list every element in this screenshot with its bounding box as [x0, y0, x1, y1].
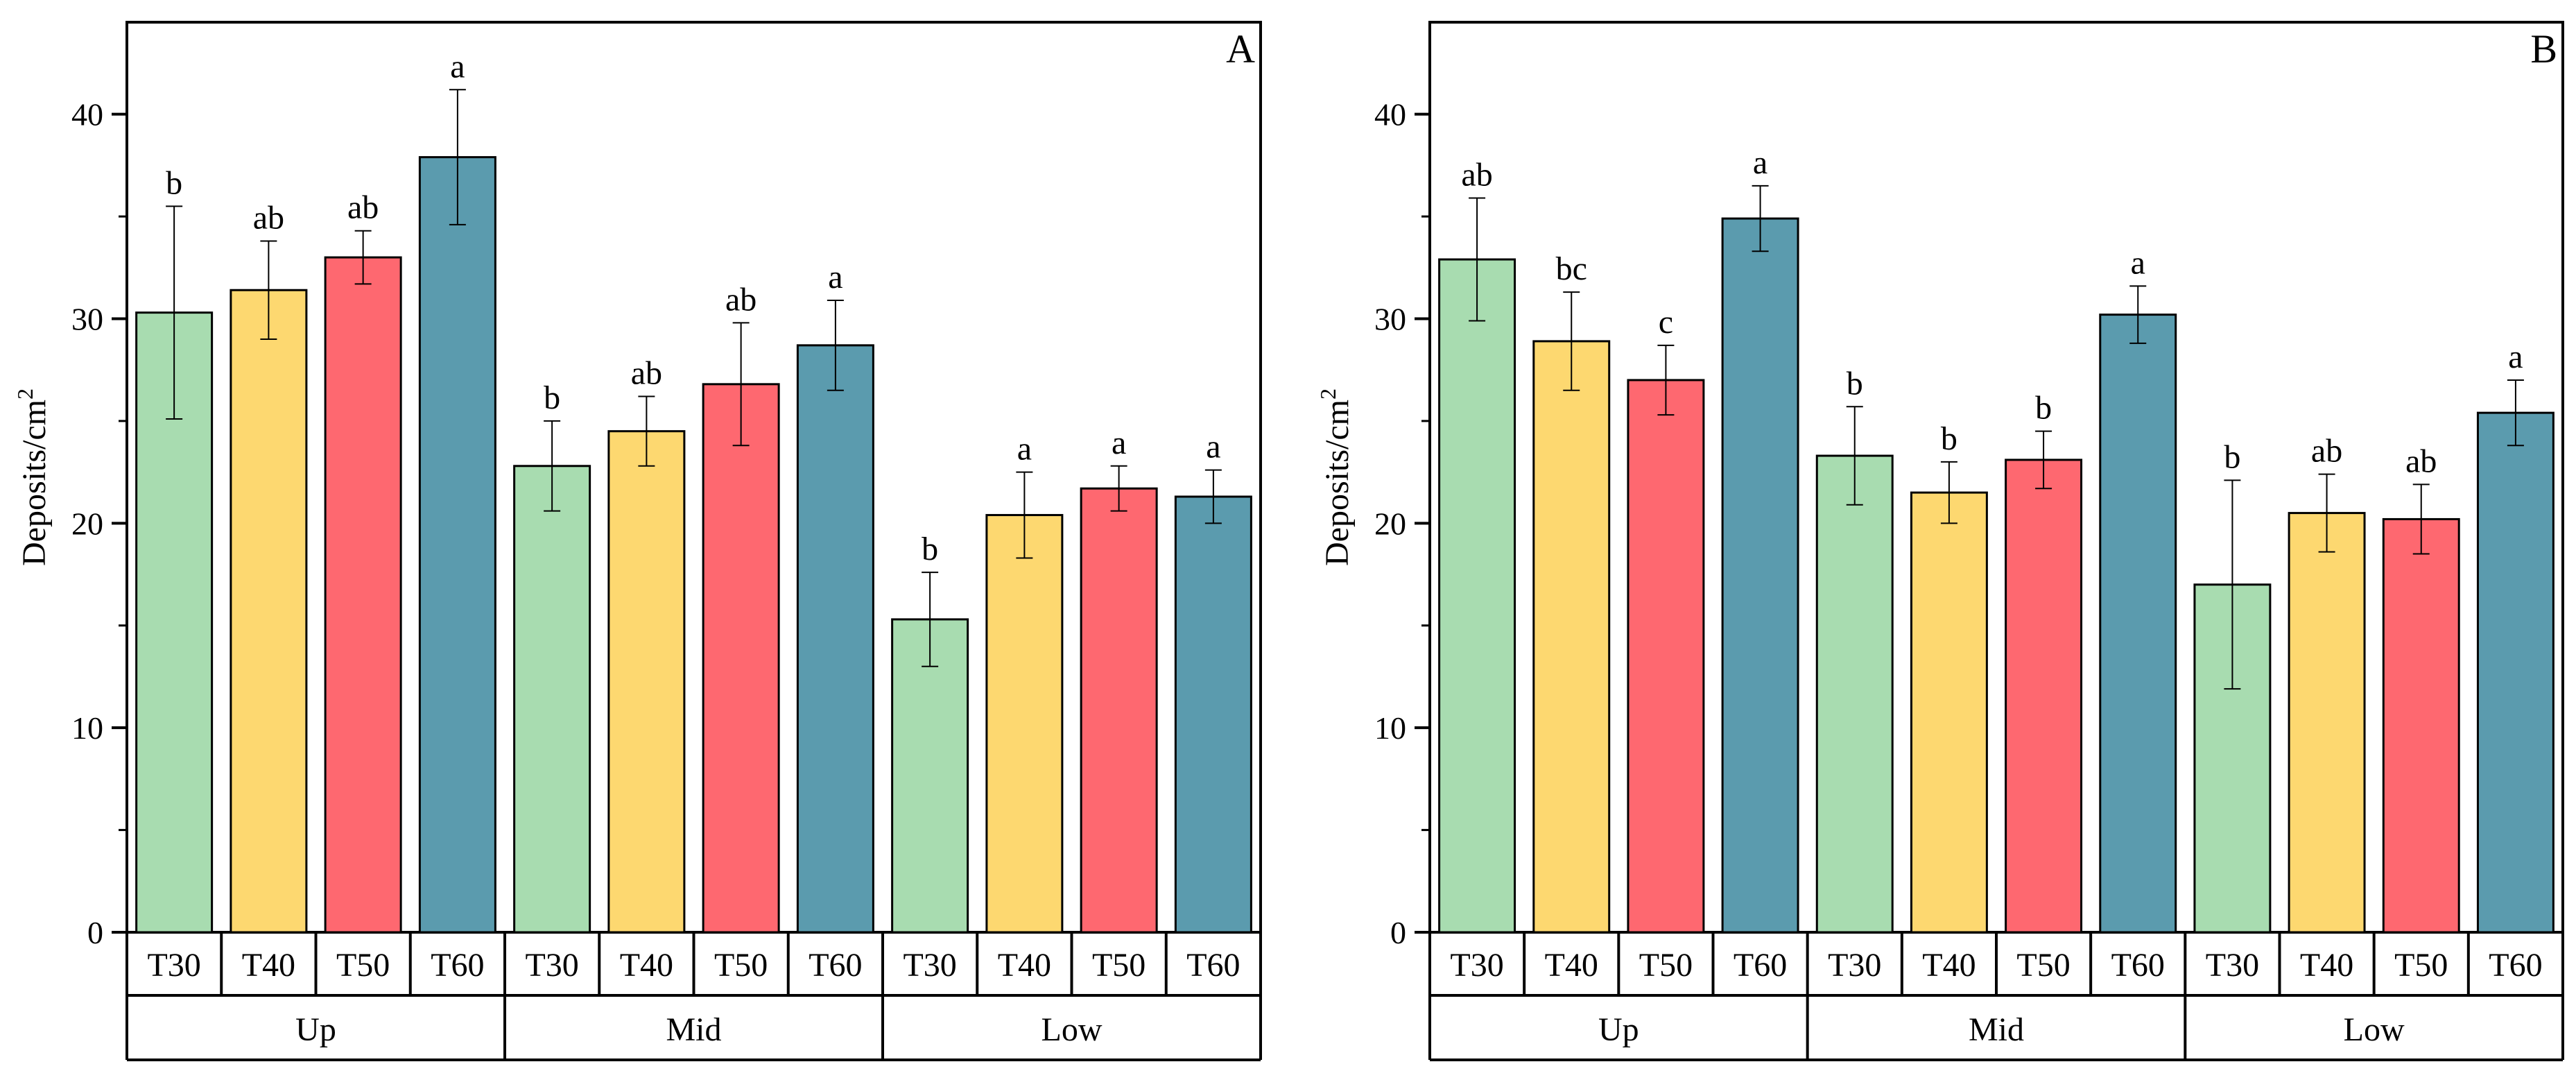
bar-up-t50: [324, 256, 402, 934]
category-label-t40: T40: [620, 947, 673, 984]
group-label-low: Low: [2344, 1011, 2405, 1048]
significance-letter: a: [1753, 144, 1767, 181]
bar-low-t50: [2382, 517, 2460, 934]
significance-letter: c: [1659, 304, 1673, 341]
significance-letter: a: [828, 259, 842, 295]
y-tick-label: 20: [1374, 506, 1406, 541]
bar-low-t60: [1174, 495, 1252, 934]
y-axis-label-superscript: 2: [12, 388, 37, 400]
category-label-t50: T50: [714, 947, 768, 984]
y-tick-label: 40: [71, 97, 103, 132]
bar-up-t30: [1438, 258, 1516, 934]
y-tick-label: 10: [1374, 710, 1406, 746]
significance-letter: ab: [2311, 433, 2342, 470]
category-label-t40: T40: [2300, 947, 2353, 984]
chart-panel-a: 010203040Deposits/cm2AUpbT30abT40abT50aT…: [12, 21, 1262, 1061]
bar-low-t30: [891, 618, 969, 934]
category-label-t40: T40: [1545, 947, 1598, 984]
significance-letter: b: [544, 379, 560, 416]
y-tick-label: 30: [71, 302, 103, 337]
category-label-t60: T60: [809, 947, 862, 984]
y-tick-label: 30: [1374, 302, 1406, 337]
bar-mid-t30: [1815, 454, 1894, 934]
category-label-t30: T30: [2206, 947, 2259, 984]
group-label-up: Up: [1598, 1011, 1639, 1048]
category-label-t50: T50: [1639, 947, 1693, 984]
category-label-t60: T60: [2111, 947, 2165, 984]
bar-low-t40: [2288, 512, 2366, 934]
significance-letter: ab: [725, 281, 757, 318]
significance-letter: ab: [631, 355, 662, 392]
significance-letter: bc: [1556, 250, 1587, 287]
category-label-t50: T50: [336, 947, 390, 984]
significance-letter: a: [1206, 429, 1220, 465]
significance-letter: a: [1112, 425, 1126, 461]
category-label-t50: T50: [2394, 947, 2448, 984]
category-label-t30: T30: [1450, 947, 1503, 984]
y-tick-label: 40: [1374, 97, 1406, 132]
significance-letter: b: [166, 164, 182, 201]
category-label-t60: T60: [1734, 947, 1787, 984]
bar-up-t50: [1627, 379, 1705, 934]
category-label-t40: T40: [1922, 947, 1976, 984]
category-label-t50: T50: [1092, 947, 1146, 984]
bar-mid-t40: [1910, 491, 1988, 934]
panel-label: B: [2530, 26, 2557, 71]
y-tick-label: 20: [71, 506, 103, 541]
bar-mid-t60: [796, 344, 874, 934]
category-label-t30: T30: [525, 947, 578, 984]
significance-letter: a: [2131, 244, 2145, 281]
significance-letter: b: [1941, 420, 1957, 457]
category-label-t30: T30: [147, 947, 200, 984]
significance-letter: ab: [2405, 443, 2437, 479]
bar-mid-t30: [513, 465, 591, 934]
category-label-t40: T40: [998, 947, 1051, 984]
category-label-t60: T60: [2489, 947, 2542, 984]
y-axis-label: Deposits/cm2: [1315, 388, 1356, 566]
bar-up-t40: [230, 289, 308, 934]
significance-letter: b: [1847, 365, 1863, 402]
bar-mid-t50: [702, 383, 780, 934]
y-axis-label-superscript: 2: [1315, 388, 1340, 400]
panel-label: A: [1226, 26, 1255, 71]
bar-up-t40: [1532, 340, 1611, 934]
group-label-mid: Mid: [666, 1011, 721, 1048]
significance-letter: b: [922, 531, 938, 567]
y-tick-label: 0: [1390, 915, 1406, 950]
category-label-t30: T30: [1828, 947, 1881, 984]
chart-panel-b: 010203040Deposits/cm2BUpabT30bcT40cT50aT…: [1315, 21, 2564, 1061]
significance-letter: b: [2035, 390, 2052, 427]
significance-letter: a: [2508, 338, 2523, 375]
significance-letter: ab: [253, 199, 284, 236]
bar-mid-t50: [2005, 458, 2083, 934]
y-axis-label-text: Deposits/cm: [16, 400, 53, 566]
significance-letter: ab: [1461, 157, 1492, 194]
y-axis-label: Deposits/cm2: [12, 388, 53, 566]
group-label-low: Low: [1041, 1011, 1103, 1048]
bar-low-t50: [1080, 487, 1158, 934]
category-label-t60: T60: [1186, 947, 1240, 984]
bar-up-t60: [1721, 217, 1799, 934]
significance-letter: a: [1017, 431, 1032, 468]
group-label-mid: Mid: [1969, 1011, 2024, 1048]
y-tick-label: 10: [71, 710, 103, 746]
y-axis-label-text: Deposits/cm: [1319, 400, 1356, 566]
category-label-t60: T60: [431, 947, 484, 984]
significance-letter: b: [2224, 438, 2240, 475]
significance-letter: a: [450, 48, 465, 85]
bar-mid-t40: [607, 430, 686, 934]
category-label-t30: T30: [903, 947, 956, 984]
bar-up-t60: [418, 156, 496, 934]
bar-low-t60: [2476, 411, 2555, 934]
bar-low-t40: [985, 514, 1064, 934]
significance-letter: ab: [347, 189, 379, 226]
y-tick-label: 0: [87, 915, 103, 950]
category-label-t50: T50: [2016, 947, 2070, 984]
group-label-up: Up: [295, 1011, 336, 1048]
category-label-t40: T40: [242, 947, 295, 984]
bar-mid-t60: [2099, 314, 2177, 934]
